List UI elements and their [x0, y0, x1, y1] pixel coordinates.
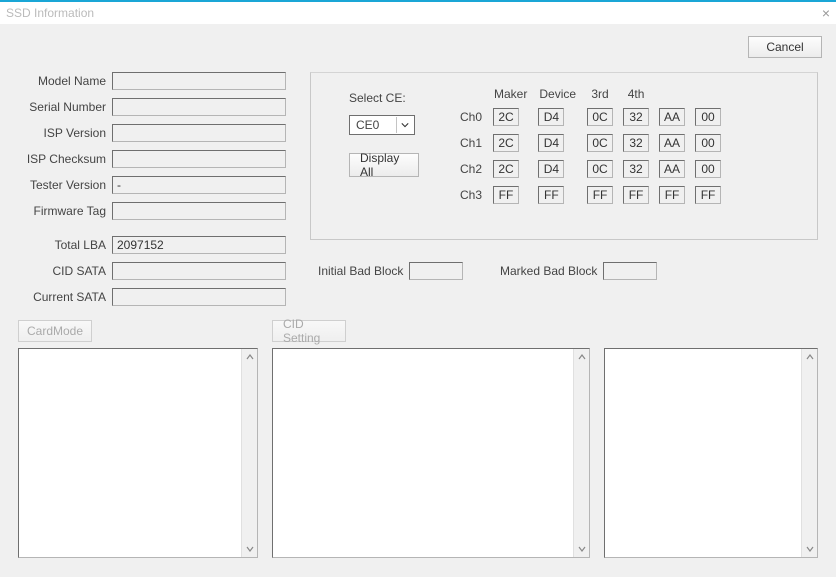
ce-row-1-label: Ch1 — [459, 133, 484, 153]
window-title: SSD Information — [6, 6, 94, 20]
ce-r0-c0[interactable]: 2C — [493, 108, 519, 126]
scroll-down-icon[interactable] — [242, 541, 257, 557]
ce-row-3: Ch3 FF FF FF FF FF FF — [459, 185, 722, 205]
select-ce[interactable]: CE0 — [349, 115, 415, 135]
ce-row-0-label: Ch0 — [459, 107, 484, 127]
scrollbar[interactable] — [573, 349, 589, 557]
label-initial-bad-block: Initial Bad Block — [318, 264, 403, 278]
ce-r1-c0[interactable]: 2C — [493, 134, 519, 152]
ce-r2-c3[interactable]: 32 — [623, 160, 649, 178]
ce-r2-c2[interactable]: 0C — [587, 160, 613, 178]
label-cid-sata: CID SATA — [18, 264, 106, 278]
ce-header-4th: 4th — [622, 87, 650, 101]
ce-r3-c1[interactable]: FF — [538, 186, 564, 204]
input-tester-version[interactable]: - — [112, 176, 286, 194]
label-current-sata: Current SATA — [18, 290, 106, 304]
ce-r2-c1[interactable]: D4 — [538, 160, 564, 178]
display-all-button[interactable]: Display All — [349, 153, 419, 177]
input-isp-checksum[interactable] — [112, 150, 286, 168]
ce-r1-c1[interactable]: D4 — [538, 134, 564, 152]
ce-r0-c1[interactable]: D4 — [538, 108, 564, 126]
scroll-down-icon[interactable] — [802, 541, 817, 557]
ce-r1-c5[interactable]: 00 — [695, 134, 721, 152]
label-firmware-tag: Firmware Tag — [18, 204, 106, 218]
ce-row-2-label: Ch2 — [459, 159, 484, 179]
label-select-ce: Select CE: — [349, 91, 406, 105]
ce-r1-c2[interactable]: 0C — [587, 134, 613, 152]
client-area: Cancel Model Name Serial Number ISP Vers… — [0, 24, 836, 577]
input-isp-version[interactable] — [112, 124, 286, 142]
textarea-right[interactable] — [604, 348, 818, 558]
ce-r2-c4[interactable]: AA — [659, 160, 685, 178]
ce-r2-c0[interactable]: 2C — [493, 160, 519, 178]
ce-r0-c4[interactable]: AA — [659, 108, 685, 126]
cancel-button[interactable]: Cancel — [748, 36, 822, 58]
scroll-down-icon[interactable] — [574, 541, 589, 557]
ce-r0-c2[interactable]: 0C — [587, 108, 613, 126]
input-serial-number[interactable] — [112, 98, 286, 116]
input-marked-bad-block[interactable] — [603, 262, 657, 280]
ce-header-device: Device — [537, 87, 578, 101]
ce-r1-c3[interactable]: 32 — [623, 134, 649, 152]
label-model-name: Model Name — [18, 74, 106, 88]
label-tester-version: Tester Version — [18, 178, 106, 192]
ce-row-0: Ch0 2C D4 0C 32 AA 00 — [459, 107, 722, 127]
close-icon[interactable]: × — [822, 5, 830, 21]
titlebar: SSD Information × — [0, 0, 836, 24]
ce-r0-c5[interactable]: 00 — [695, 108, 721, 126]
textarea-middle[interactable] — [272, 348, 590, 558]
ce-row-3-label: Ch3 — [459, 185, 484, 205]
cid-setting-button[interactable]: CID Setting — [272, 320, 346, 342]
ce-r3-c0[interactable]: FF — [493, 186, 519, 204]
label-isp-version: ISP Version — [18, 126, 106, 140]
input-current-sata[interactable] — [112, 288, 286, 306]
select-ce-value: CE0 — [356, 118, 379, 132]
ce-r3-c5[interactable]: FF — [695, 186, 721, 204]
input-total-lba[interactable]: 2097152 — [112, 236, 286, 254]
scroll-up-icon[interactable] — [574, 349, 589, 365]
scroll-up-icon[interactable] — [802, 349, 817, 365]
ce-row-2: Ch2 2C D4 0C 32 AA 00 — [459, 159, 722, 179]
ce-r2-c5[interactable]: 00 — [695, 160, 721, 178]
input-firmware-tag[interactable] — [112, 202, 286, 220]
label-isp-checksum: ISP Checksum — [18, 152, 106, 166]
scrollbar[interactable] — [241, 349, 257, 557]
scrollbar[interactable] — [801, 349, 817, 557]
ce-r0-c3[interactable]: 32 — [623, 108, 649, 126]
card-mode-button[interactable]: CardMode — [18, 320, 92, 342]
ce-header-maker: Maker — [492, 87, 529, 101]
ce-r3-c3[interactable]: FF — [623, 186, 649, 204]
label-total-lba: Total LBA — [18, 238, 106, 252]
input-model-name[interactable] — [112, 72, 286, 90]
ce-grid: Maker Device 3rd 4th Ch0 2C D4 0C 32 AA … — [451, 81, 730, 211]
chevron-down-icon — [396, 117, 412, 133]
ce-r3-c4[interactable]: FF — [659, 186, 685, 204]
ce-r1-c4[interactable]: AA — [659, 134, 685, 152]
ce-panel: Select CE: CE0 Display All Maker Device … — [310, 72, 818, 240]
input-initial-bad-block[interactable] — [409, 262, 463, 280]
ce-row-1: Ch1 2C D4 0C 32 AA 00 — [459, 133, 722, 153]
textarea-left[interactable] — [18, 348, 258, 558]
input-cid-sata[interactable] — [112, 262, 286, 280]
scroll-up-icon[interactable] — [242, 349, 257, 365]
ce-r3-c2[interactable]: FF — [587, 186, 613, 204]
label-marked-bad-block: Marked Bad Block — [500, 264, 597, 278]
ce-header-3rd: 3rd — [586, 87, 614, 101]
label-serial-number: Serial Number — [18, 100, 106, 114]
